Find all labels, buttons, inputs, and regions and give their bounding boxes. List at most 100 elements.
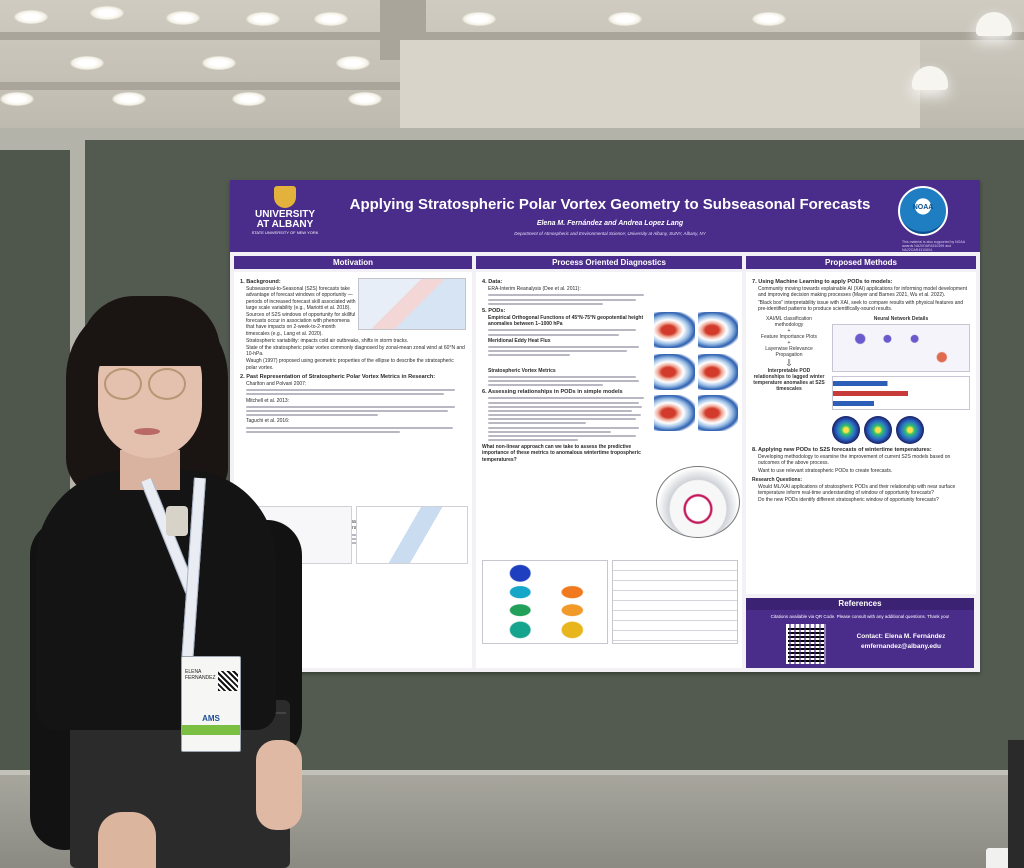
bangs bbox=[80, 296, 220, 366]
body-text: ERA-Interim Reanalysis (Dee et al. 2011)… bbox=[488, 286, 581, 293]
badge-last-name: FERNANDEZ bbox=[185, 675, 216, 681]
ceiling-light bbox=[202, 56, 236, 70]
pendant-lamp bbox=[912, 66, 948, 90]
ceiling-light bbox=[246, 12, 280, 26]
text-lines bbox=[488, 397, 652, 442]
section-heading: 7. Using Machine Learning to apply PODs … bbox=[752, 279, 893, 285]
section-heading: 2. Past Representation of Stratospheric … bbox=[240, 373, 436, 380]
ceiling-light bbox=[462, 12, 496, 26]
section-heading: 5. PODs: bbox=[482, 307, 506, 314]
ceiling-light bbox=[608, 12, 642, 26]
methods-column: 7. Using Machine Learning to apply PODs … bbox=[746, 272, 976, 594]
ceiling-light bbox=[314, 12, 348, 26]
text-lines bbox=[246, 405, 466, 417]
body-text: Sources of S2S windows of opportunity fo… bbox=[246, 312, 356, 337]
body-text: Meridional Eddy Heat Flux bbox=[488, 337, 551, 344]
text-lines bbox=[246, 426, 466, 433]
ceiling-light bbox=[70, 56, 104, 70]
pendant-lamp bbox=[976, 12, 1012, 36]
references-heading: References bbox=[746, 598, 974, 610]
far-wall bbox=[400, 40, 920, 130]
paper-cup bbox=[986, 848, 1010, 868]
body-text: Do the new PODs identify different strat… bbox=[758, 497, 939, 504]
noaa-logo-icon bbox=[898, 186, 948, 236]
body-text: Would ML/XAI applications of stratospher… bbox=[758, 484, 956, 497]
research-poster: UNIVERSITY AT ALBANY STATE UNIVERSITY OF… bbox=[230, 180, 980, 672]
flow-step: Interpretable POD relationships to lagge… bbox=[753, 368, 825, 393]
ceiling-beam bbox=[0, 82, 420, 90]
diagnostics-heading: Process Oriented Diagnostics bbox=[476, 256, 742, 269]
poster-banner: UNIVERSITY AT ALBANY STATE UNIVERSITY OF… bbox=[230, 180, 980, 252]
body-text: Community moving towards explainable AI … bbox=[758, 286, 967, 299]
stanchion-post bbox=[1008, 740, 1024, 868]
section-heading: 1. Background: bbox=[240, 279, 281, 285]
ceiling-light bbox=[752, 12, 786, 26]
text-lines bbox=[488, 329, 652, 336]
left-hand bbox=[98, 812, 156, 868]
badge-org: AMS bbox=[202, 714, 220, 723]
body-text: Empirical Orthogonal Functions of 45°N-7… bbox=[488, 314, 644, 328]
poster-title: Applying Stratospheric Polar Vortex Geom… bbox=[349, 196, 871, 213]
badge-qr-icon bbox=[218, 671, 238, 691]
methods-heading: Proposed Methods bbox=[746, 256, 976, 269]
flow-step: XAI/ML classification methodology bbox=[766, 316, 812, 329]
figure-scatter-plots bbox=[482, 560, 608, 644]
lips bbox=[134, 428, 160, 435]
ceiling-light bbox=[90, 6, 124, 20]
figure-eof-panels bbox=[654, 312, 738, 434]
university-logo-text: UNIVERSITY AT ALBANY bbox=[254, 209, 315, 230]
support-note: This material is also supported by NOAA … bbox=[902, 240, 965, 252]
arrow-down-icon: ⇩ bbox=[785, 358, 793, 369]
section-heading: 8. Applying new PODs to S2S forecasts of… bbox=[752, 447, 932, 454]
poster-authors: Elena M. Fernández and Andrea Lopez Lang bbox=[536, 220, 684, 227]
figure-map bbox=[358, 278, 466, 330]
body-text: Develop process-oriented diagnostics (PO… bbox=[246, 519, 464, 531]
right-hand bbox=[256, 740, 302, 830]
figure-caption: Neural Network Details bbox=[873, 316, 929, 323]
badge-name: ELENA FERNANDEZ bbox=[185, 669, 216, 681]
methodology-flow: XAI/ML classification methodology + Feat… bbox=[752, 316, 826, 444]
figure-vortex-ellipse-globe bbox=[656, 466, 740, 538]
glasses-icon bbox=[148, 368, 186, 400]
motivation-heading: Motivation bbox=[234, 256, 472, 269]
noaa-logo-text: NOAA bbox=[912, 204, 934, 211]
contact-name: Contact: Elena M. Fernández bbox=[856, 633, 946, 640]
figure-vortex-metrics bbox=[356, 506, 468, 564]
ceiling-beam bbox=[0, 32, 1024, 40]
glasses-icon bbox=[104, 368, 142, 400]
contact-info: Contact: Elena M. Fernández emfernandez@… bbox=[836, 632, 966, 652]
body-text: Subseasonal-to-Seasonal (S2S) forecasts … bbox=[246, 286, 356, 311]
research-questions-heading: Research Questions: bbox=[752, 476, 803, 483]
body-text: “Black box” interpretability issue with … bbox=[758, 299, 964, 312]
body-text: Developing methodology to examine the im… bbox=[758, 454, 951, 467]
flow-step: Layerwise Relevance Propagation bbox=[765, 346, 813, 359]
flow-step: Feature Importance Plots bbox=[760, 334, 818, 341]
ceiling-light bbox=[14, 10, 48, 24]
body-text: Stratospheric variability: impacts cold … bbox=[246, 337, 409, 344]
section-heading: 6. Assessing relationships in PODs in si… bbox=[482, 389, 623, 396]
plus-icon: + bbox=[787, 340, 791, 347]
body-text: Mitchell et al. 2013: bbox=[246, 397, 290, 404]
necklace-pendant bbox=[166, 506, 188, 536]
university-logo: UNIVERSITY AT ALBANY STATE UNIVERSITY OF… bbox=[250, 186, 320, 235]
ceiling-light bbox=[112, 92, 146, 106]
ceiling-light bbox=[336, 56, 370, 70]
body-text: Waugh (1997) proposed using geometric pr… bbox=[246, 358, 454, 371]
body-text: Stratospheric Vortex Metrics bbox=[488, 367, 556, 374]
body-text: Taguchi et al. 2016: bbox=[246, 418, 290, 425]
ceiling-light bbox=[0, 92, 34, 106]
university-logo-subtext: STATE UNIVERSITY OF NEW YORK bbox=[251, 230, 319, 235]
research-question: What non-linear approach can we take to … bbox=[482, 444, 641, 463]
figure-lrp-maps bbox=[832, 416, 970, 445]
qr-code-icon[interactable] bbox=[786, 624, 826, 664]
plus-icon: + bbox=[787, 328, 791, 335]
name-badge: ELENA FERNANDEZ AMS bbox=[181, 656, 241, 752]
text-lines bbox=[488, 294, 652, 305]
ceiling-light bbox=[348, 92, 382, 106]
text-lines bbox=[488, 375, 652, 387]
poster-department: Department of Atmospheric and Environmen… bbox=[514, 231, 706, 236]
ceiling-light bbox=[232, 92, 266, 106]
contact-email: emfernandez@albany.edu bbox=[861, 643, 941, 650]
figure-time-series bbox=[612, 560, 738, 644]
ceiling-light bbox=[166, 11, 200, 25]
